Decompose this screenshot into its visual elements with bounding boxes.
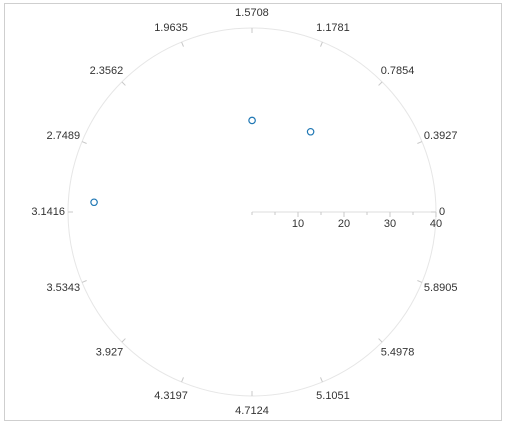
angular-tick-label: 4.3197 <box>154 390 188 402</box>
angular-tick-label: 3.5343 <box>46 282 80 294</box>
angular-tick-label: 1.9635 <box>154 22 188 34</box>
angular-tick-label: 4.7124 <box>235 405 269 417</box>
angular-tick <box>181 377 184 383</box>
angular-tick <box>121 338 126 343</box>
angular-tick-label: 5.8905 <box>424 282 458 294</box>
data-point <box>90 198 98 207</box>
angular-tick-label: 5.4978 <box>381 347 415 359</box>
angular-tick-label: 1.1781 <box>316 22 350 34</box>
angular-tick-label: 5.1051 <box>316 390 350 402</box>
radial-tick-label: 30 <box>384 218 396 230</box>
angular-tick <box>378 338 383 343</box>
data-point <box>248 116 256 125</box>
angular-tick-label: 0 <box>439 206 445 218</box>
angular-tick <box>417 141 423 144</box>
angular-tick-label: 3.1416 <box>31 206 65 218</box>
angular-tick <box>378 81 383 86</box>
radial-tick-label: 40 <box>430 218 442 230</box>
angular-tick <box>81 280 87 283</box>
angular-tick-label: 1.5708 <box>235 7 269 19</box>
angular-tick <box>81 141 87 144</box>
angular-tick-label: 2.7489 <box>46 130 80 142</box>
angular-tick <box>121 81 126 86</box>
angular-tick-label: 0.3927 <box>424 130 458 142</box>
radial-tick-label: 20 <box>338 218 350 230</box>
angular-tick-label: 3.927 <box>96 347 124 359</box>
radial-tick-label: 10 <box>292 218 304 230</box>
angular-tick-label: 2.3562 <box>90 65 124 77</box>
angular-tick-label: 0.7854 <box>381 65 415 77</box>
angular-tick <box>181 41 184 47</box>
angular-tick <box>320 377 323 383</box>
data-point <box>306 127 315 136</box>
angular-tick <box>320 41 323 47</box>
angular-tick <box>417 280 423 283</box>
